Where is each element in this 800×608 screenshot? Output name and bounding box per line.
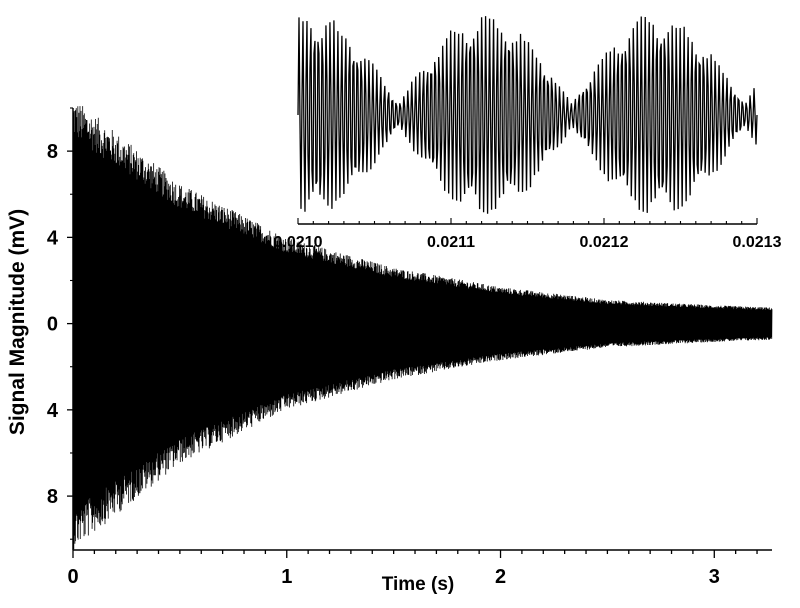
x-tick-label: 0 <box>67 566 78 588</box>
main-waveform <box>72 106 773 550</box>
y-tick-label: 0 <box>47 314 58 336</box>
y-tick-label: 4 <box>47 227 59 249</box>
inset-x-tick-label: 0.0213 <box>733 234 782 251</box>
main-axes <box>72 108 772 551</box>
x-axis-title: Time (s) <box>382 574 455 595</box>
inset-x-tick-label: 0.0210 <box>274 234 323 251</box>
inset-x-tick-label: 0.0211 <box>427 234 475 251</box>
main-ticks <box>67 107 758 558</box>
inset-tick-labels: 0.0210 0.0211 0.0212 0.0213 <box>274 234 782 251</box>
inset-chart: 0.0210 0.0211 0.0212 0.0213 <box>274 0 782 251</box>
x-tick-label: 3 <box>709 566 720 588</box>
inset-series-line <box>297 16 758 214</box>
main-tick-labels: 0 1 2 3 8 4 0 4 8 <box>47 141 720 588</box>
y-axis-title: Signal Magnitude (mV) <box>6 209 29 435</box>
inset-x-tick-label: 0.0212 <box>580 234 629 251</box>
x-tick-label: 1 <box>281 566 292 588</box>
y-tick-label: 4 <box>47 400 59 422</box>
y-tick-label: 8 <box>47 141 58 163</box>
y-tick-label: 8 <box>47 486 58 508</box>
series-line-signal <box>72 106 773 550</box>
x-tick-label: 2 <box>495 566 506 588</box>
inset-ticks <box>297 218 758 224</box>
inset-waveform <box>297 16 758 214</box>
